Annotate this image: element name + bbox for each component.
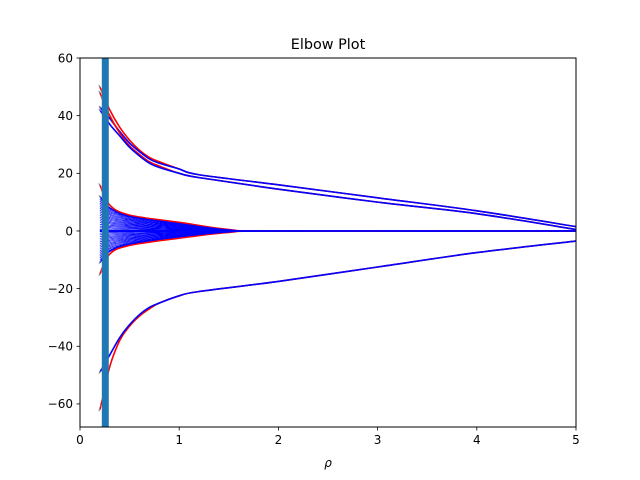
series-start-tail-3 (98, 90, 103, 99)
chart-title: Elbow Plot (291, 37, 366, 53)
y-tick-label: −20 (48, 282, 73, 296)
y-tick-label: 20 (58, 167, 73, 181)
axes-frame (79, 57, 577, 428)
x-axis-label: ρ (324, 456, 332, 470)
series-start-tail-1 (98, 84, 103, 93)
x-tick-label: 2 (275, 433, 283, 447)
axes: 0 1 2 3 4 5 −60 −40 −20 0 20 40 60 (48, 51, 580, 447)
series-start-tail-9 (98, 195, 103, 200)
series-start-tail-5 (98, 404, 102, 412)
y-tick-label: −40 (48, 340, 73, 354)
y-tick-label: 40 (58, 109, 73, 123)
x-tick-label: 1 (175, 433, 183, 447)
series-start-tail-7 (98, 183, 103, 191)
series-start-tail-2 (98, 105, 103, 111)
series-start-tail-4 (98, 108, 103, 114)
series-start-tail-6 (98, 367, 103, 374)
x-tick-label: 4 (473, 433, 481, 447)
x-tick-label: 0 (76, 433, 84, 447)
x-tick-label: 5 (572, 433, 580, 447)
series-start-tail-8 (98, 268, 103, 276)
x-tick-label: 3 (374, 433, 382, 447)
series-start-tail-10 (98, 259, 103, 264)
series-line-10 (99, 230, 576, 264)
plot-area (98, 58, 576, 427)
y-tick-label: −60 (48, 397, 73, 411)
y-tick-label: 0 (65, 224, 73, 238)
y-tick-label: 60 (58, 51, 73, 65)
series-line-6 (99, 240, 576, 373)
series-line-2 (99, 106, 576, 228)
series-line-4 (99, 109, 576, 231)
